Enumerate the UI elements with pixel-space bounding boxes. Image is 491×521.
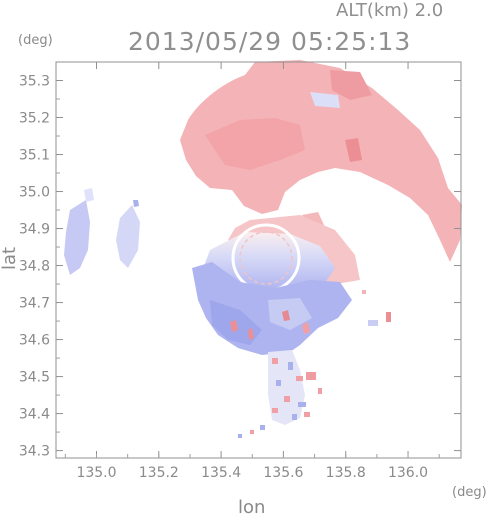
x-tick-label: 135.4 (201, 465, 241, 481)
x-unit-label: (deg) (452, 485, 487, 500)
x-axis-title: lon (238, 497, 266, 518)
x-tick-label: 135.0 (76, 465, 116, 481)
east-scatter-region (362, 290, 391, 326)
y-tick-label: 34.6 (19, 333, 50, 349)
x-tick-label: 135.2 (139, 465, 179, 481)
y-unit-label: (deg) (18, 33, 53, 48)
altitude-label: ALT(km) 2.0 (336, 0, 444, 21)
y-tick-label: 35.3 (19, 74, 50, 90)
y-tick-label: 34.5 (19, 370, 50, 386)
x-tick-label: 135.8 (326, 465, 366, 481)
y-axis-title: lat (0, 246, 21, 271)
north-arc-region (180, 60, 462, 285)
y-tick-label: 34.3 (19, 444, 50, 460)
x-tick-label: 136.0 (388, 465, 428, 481)
y-tick-label: 35.1 (19, 148, 50, 164)
chart-title: 2013/05/29 05:25:13 (128, 27, 412, 56)
x-tick-label: 135.6 (263, 465, 303, 481)
south-blob-region (192, 262, 352, 355)
west-patch-region (64, 188, 140, 275)
y-tick-label: 34.7 (19, 296, 50, 312)
y-tick-label: 34.4 (19, 407, 50, 423)
y-tick-label: 34.9 (19, 222, 50, 238)
y-tick-label: 34.8 (19, 259, 50, 275)
velocity-field (64, 60, 462, 438)
y-tick-label: 35.2 (19, 111, 50, 127)
plot-frame (55, 61, 462, 459)
y-tick-label: 35.0 (19, 185, 50, 201)
south-tail-region (238, 350, 322, 438)
axis-ticks: 135.0 135.2 135.4 135.6 135.8 136.0 34.3 34.4 34… (19, 62, 461, 481)
